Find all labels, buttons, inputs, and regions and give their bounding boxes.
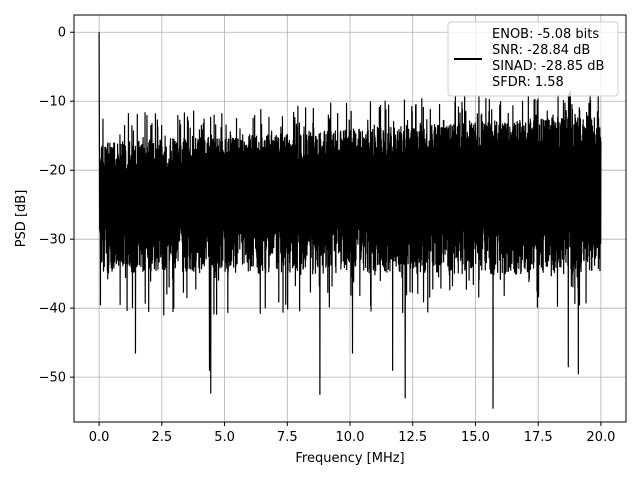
series-layer [98, 32, 602, 409]
x-tick-label: 20.0 [586, 430, 615, 445]
x-axis-ticks: 0.0 2.5 5.0 7.5 10.0 12.5 15.0 17.5 20.0 [89, 422, 615, 445]
legend-snr: SNR: -28.84 dB [492, 43, 590, 58]
x-tick-label: 7.5 [277, 430, 298, 445]
x-axis-label: Frequency [MHz] [295, 451, 404, 466]
y-tick-label: −20 [39, 164, 66, 179]
y-axis-label: PSD [dB] [14, 190, 29, 248]
x-tick-label: 0.0 [89, 430, 110, 445]
x-tick-label: 12.5 [398, 430, 427, 445]
y-axis-ticks: 0 −10 −20 −30 −40 −50 [39, 26, 74, 386]
legend-sfdr: SFDR: 1.58 [492, 75, 564, 90]
legend-enob: ENOB: -5.08 bits [492, 27, 599, 42]
y-tick-label: −50 [39, 371, 66, 386]
legend: ENOB: -5.08 bits SNR: -28.84 dB SINAD: -… [447, 21, 619, 97]
legend-box [447, 21, 619, 97]
y-tick-label: −40 [39, 302, 66, 317]
x-tick-label: 15.0 [461, 430, 490, 445]
y-tick-label: −30 [39, 233, 66, 248]
psd-series-line [98, 32, 602, 409]
legend-sinad: SINAD: -28.85 dB [492, 59, 604, 74]
x-tick-label: 17.5 [524, 430, 553, 445]
x-tick-label: 2.5 [151, 430, 172, 445]
x-tick-label: 10.0 [336, 430, 365, 445]
x-tick-label: 5.0 [214, 430, 235, 445]
y-tick-label: 0 [58, 26, 66, 41]
y-tick-label: −10 [39, 95, 66, 110]
